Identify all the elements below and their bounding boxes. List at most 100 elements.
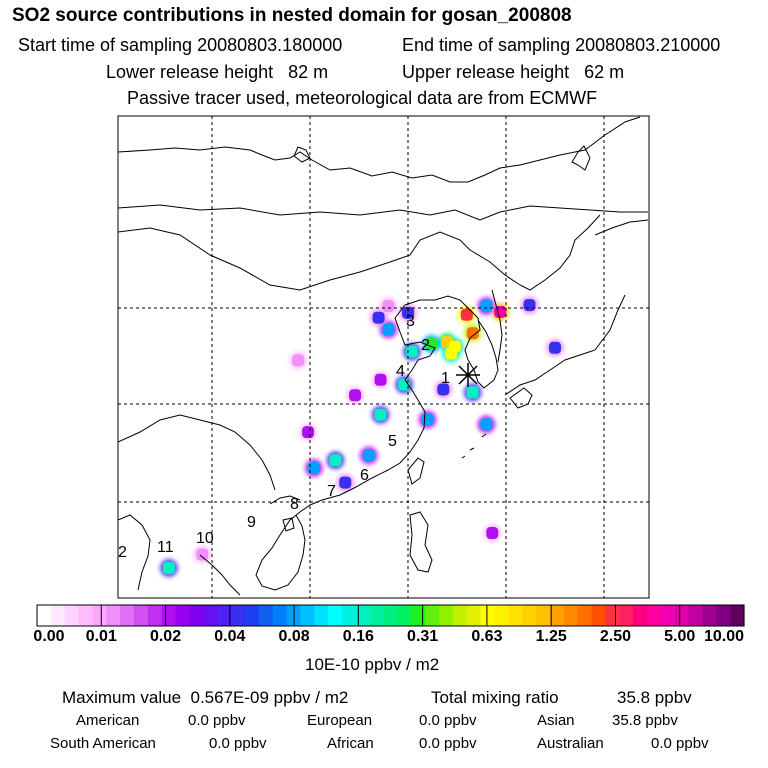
region-african-name: African bbox=[327, 735, 374, 752]
colorbar-swatch bbox=[341, 605, 357, 626]
source-cell bbox=[486, 527, 499, 540]
label-11: 11 bbox=[157, 539, 174, 556]
colorbar-swatch bbox=[78, 605, 94, 626]
colorbar-swatch bbox=[106, 605, 121, 626]
colorbar-swatch bbox=[50, 605, 66, 626]
source-cell bbox=[405, 345, 418, 358]
source-cell bbox=[196, 548, 209, 561]
source-cell bbox=[402, 306, 414, 319]
colorbar-swatch bbox=[231, 605, 246, 626]
region-european-name: European bbox=[307, 712, 373, 729]
colorbar-swatch bbox=[161, 605, 177, 626]
label-12: 2 bbox=[118, 544, 127, 561]
source-cell bbox=[480, 418, 493, 431]
source-cell bbox=[372, 311, 385, 324]
source-cell bbox=[302, 426, 315, 439]
colorbar-swatch bbox=[369, 605, 385, 626]
label-6: 6 bbox=[360, 467, 369, 484]
label-8: 8 bbox=[290, 496, 299, 513]
end-time-label: End time of sampling bbox=[402, 35, 571, 55]
colorbar-swatch bbox=[716, 605, 731, 626]
tracer-note: Passive tracer used, meteorological data… bbox=[127, 88, 598, 108]
colorbar-dividers bbox=[100, 605, 681, 626]
max-value-number: 0.567E-09 ppbv / m2 bbox=[190, 688, 349, 707]
coast-vietnam bbox=[255, 511, 306, 591]
end-time: End time of sampling 20080803.210000 bbox=[402, 36, 720, 54]
japan-kyushu bbox=[509, 387, 533, 409]
region-american-name: American bbox=[76, 712, 140, 729]
source-cell bbox=[339, 476, 352, 489]
colorbar-swatch bbox=[355, 605, 371, 626]
coast-south-china bbox=[269, 495, 301, 505]
source-cell bbox=[480, 300, 493, 313]
source-cell bbox=[445, 347, 458, 360]
start-time-label: Start time of sampling bbox=[18, 35, 193, 55]
colorbar-swatch bbox=[508, 605, 523, 626]
colorbar-tick-label: 1.25 bbox=[535, 628, 567, 645]
colorbar-swatch bbox=[175, 605, 191, 626]
coast-shandong bbox=[299, 317, 436, 513]
colorbar-swatch bbox=[619, 605, 634, 626]
label-10: 10 bbox=[196, 530, 214, 547]
hainan bbox=[282, 517, 295, 532]
colorbar-swatch bbox=[328, 605, 343, 626]
colorbar-swatch bbox=[397, 605, 412, 626]
colorbar-swatch bbox=[203, 605, 218, 626]
lower-release-value: 82 m bbox=[288, 62, 329, 82]
source-cell bbox=[307, 462, 320, 475]
region-australian-name: Australian bbox=[537, 735, 604, 752]
colorbar-swatch bbox=[300, 605, 315, 626]
colorbar-swatch bbox=[120, 605, 135, 626]
region-asian-name: Asian bbox=[537, 712, 575, 729]
region-australian-value: 0.0 ppbv bbox=[651, 735, 709, 752]
coast-thailand bbox=[118, 514, 151, 591]
colorbar-swatch bbox=[258, 605, 274, 626]
receptor-marker bbox=[456, 363, 480, 387]
colorbar-swatch bbox=[37, 605, 52, 626]
colorbar-tick-label: 10.00 bbox=[703, 628, 745, 645]
source-cell bbox=[437, 383, 450, 396]
colorbar-tick-label: 0.00 bbox=[33, 628, 65, 645]
colorbar-tick-label: 5.00 bbox=[664, 628, 696, 645]
colorbar-swatch bbox=[272, 605, 288, 626]
colorbar-unit: 10E-10 ppbv / m2 bbox=[305, 655, 440, 674]
colorbar-tick-label: 0.08 bbox=[278, 628, 310, 645]
colorbar-swatch bbox=[674, 605, 690, 626]
colorbar-swatch bbox=[549, 605, 565, 626]
colorbar-tick-label: 0.01 bbox=[85, 628, 117, 645]
label-3: 3 bbox=[406, 313, 415, 330]
source-cell bbox=[382, 323, 395, 336]
label-1: 1 bbox=[441, 370, 450, 387]
colorbar-tick-label: 0.63 bbox=[471, 628, 503, 645]
colorbar-swatch bbox=[563, 605, 579, 626]
max-value: Maximum value 0.567E-09 ppbv / m2 bbox=[62, 689, 348, 706]
colorbar-swatch bbox=[660, 605, 676, 626]
colorbar-swatch bbox=[688, 605, 704, 626]
colorbar-swatch bbox=[591, 605, 606, 626]
colorbar-tick-label: 0.16 bbox=[342, 628, 374, 645]
region-asian-value: 35.8 ppbv bbox=[612, 712, 678, 729]
colorbar-swatch bbox=[646, 605, 662, 626]
island-north bbox=[293, 146, 311, 163]
colorbar-swatch bbox=[425, 605, 440, 626]
colorbar-swatch bbox=[314, 605, 329, 626]
source-cell bbox=[329, 454, 342, 467]
colorbar-tick-label: 0.02 bbox=[149, 628, 182, 645]
coast-gulf-thailand bbox=[199, 554, 241, 596]
total-mixing-label: Total mixing ratio bbox=[431, 688, 559, 707]
colorbar-swatch bbox=[244, 605, 260, 626]
source-cells bbox=[162, 299, 561, 574]
coast-korea bbox=[467, 319, 499, 389]
colorbar-swatch bbox=[134, 605, 149, 626]
lower-release-height: Lower release height 82 m bbox=[106, 63, 328, 81]
coast-southwest bbox=[118, 414, 276, 491]
upper-release-value: 62 m bbox=[584, 62, 625, 82]
map-frame-bg bbox=[118, 116, 649, 598]
coastlines bbox=[118, 116, 649, 596]
end-time-value: 20080803.210000 bbox=[575, 35, 721, 55]
chart-title: SO2 source contributions in nested domai… bbox=[12, 5, 572, 26]
border-mongolia-russia bbox=[118, 204, 648, 221]
colorbar-swatch bbox=[536, 605, 551, 626]
colorbar-swatch bbox=[494, 605, 509, 626]
